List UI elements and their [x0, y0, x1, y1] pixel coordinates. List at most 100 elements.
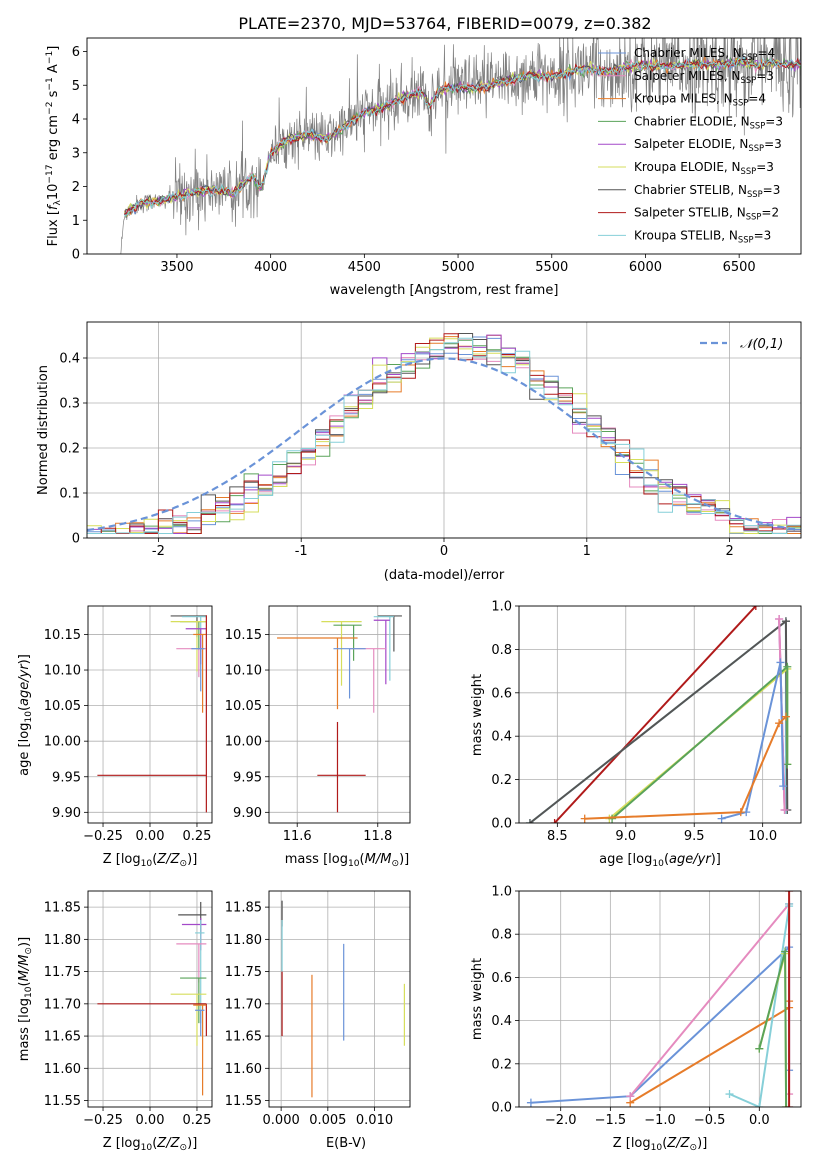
x-tick-label: 0.25 — [182, 1113, 211, 1128]
y-tick-label: 11.60 — [44, 1062, 81, 1077]
y-tick-label: 10.15 — [44, 628, 81, 643]
y-axis-label: Normed distribution — [36, 365, 51, 495]
y-tick-label: 0.4 — [491, 730, 512, 745]
x-axis-label: Z [log10(Z/Z⊙)] — [103, 852, 198, 869]
chart-mass-vs-ebv: 0.000 0.005 0.010 11.55 11.60 11.65 11.70 11.75… — [225, 890, 411, 1151]
y-tick-label: 0.2 — [491, 773, 512, 788]
axes-frame — [86, 321, 802, 539]
y-tick-label: 0 — [72, 248, 80, 263]
y-tick-label: 11.70 — [44, 997, 81, 1012]
series-marker — [608, 814, 617, 823]
errorbar-kroupa-stelib — [195, 920, 205, 1024]
series-line — [721, 662, 785, 820]
y-tick-label: 10.10 — [225, 664, 262, 679]
errorbar-salpeter-miles — [176, 648, 207, 678]
y-tick-label: 11.55 — [225, 1094, 262, 1109]
y-tick-label: 0 — [72, 532, 80, 547]
y-tick-label: 1 — [72, 214, 80, 229]
x-axis-label: wavelength [Angstrom, rest frame] — [330, 283, 559, 298]
axes-frame — [518, 605, 802, 824]
x-tick-label: 5000 — [442, 260, 475, 275]
plot-area — [88, 891, 212, 1107]
plot-area — [120, 38, 801, 254]
errorbar-salpeter-elodie — [373, 619, 390, 685]
series-marker — [526, 1098, 535, 1107]
x-tick-label: 0.005 — [309, 1113, 346, 1128]
chart-age-vs-mass: 11.6 11.8 9.90 9.95 10.00 10.05 10.10 10.15 mass… — [225, 605, 411, 869]
legend-entry: Kroupa ELODIE, NSSP=3 — [634, 160, 774, 176]
legend-entry: Salpeter ELODIE, NSSP=3 — [634, 137, 782, 153]
series-marker — [725, 1090, 734, 1099]
errorbar-salpeter-stelib — [97, 615, 207, 813]
series-marker — [736, 808, 745, 817]
series-salpeter-stelib — [785, 891, 794, 1107]
series-marker — [783, 760, 792, 769]
y-tick-label: 4 — [72, 113, 80, 128]
errorbar-salpeter-elodie — [181, 918, 207, 951]
y-tick-label: 11.75 — [44, 965, 81, 980]
errorbar-kroupa-elodie — [321, 621, 362, 686]
y-tick-label: 10.00 — [225, 735, 262, 750]
y-tick-label: 11.80 — [225, 933, 262, 948]
spectrum-data-line — [120, 38, 801, 254]
y-axis-label: mass [log10(M/M⊙)] — [17, 937, 34, 1061]
legend-entry: Chabrier STELIB, NSSP=3 — [634, 183, 780, 199]
chart-mass-weight-vs-age: 8.5 9.0 9.5 10.0 0.0 0.2 0.4 0.6 0.8 1.0 age [log1… — [470, 600, 802, 869]
y-tick-label: 0.3 — [59, 397, 80, 412]
errorbar-kroupa-miles — [277, 637, 358, 710]
y-axis-label: mass weight — [470, 958, 485, 1040]
y-tick-label: 0.4 — [491, 1014, 512, 1029]
legend: Chabrier MILES, NSSP=4 Salpeter MILES, NS… — [598, 46, 783, 244]
legend-entry: Chabrier MILES, NSSP=4 — [634, 46, 775, 62]
y-tick-label: 0.4 — [59, 352, 80, 367]
x-tick-label: 9.5 — [684, 829, 705, 844]
x-tick-label: 10.0 — [748, 829, 777, 844]
errorbar-salpeter-stelib — [317, 721, 366, 813]
legend: 𝒩(0,1) — [700, 337, 783, 352]
y-tick-label: 11.85 — [44, 901, 81, 916]
series-chabrier-elodie — [608, 662, 792, 823]
x-tick-label: 3500 — [160, 260, 193, 275]
series-marker — [525, 819, 534, 823]
figure-title: PLATE=2370, MJD=53764, FIBERID=0079, z=0… — [238, 14, 651, 33]
series-line — [584, 715, 787, 820]
y-tick-label: 5 — [72, 79, 80, 94]
series-marker — [782, 1103, 791, 1107]
y-tick-label: 11.55 — [44, 1094, 81, 1109]
axes-frame — [518, 890, 802, 1108]
y-tick-label: 11.65 — [225, 1030, 262, 1045]
legend-entry: 𝒩(0,1) — [740, 337, 783, 352]
errorbar-salpeter-miles — [176, 943, 207, 983]
normal-curve — [87, 357, 799, 532]
x-axis-label: Z [log10(Z/Z⊙)] — [613, 1136, 708, 1153]
x-tick-label: 0.0 — [749, 1113, 770, 1128]
axes-frame — [87, 890, 213, 1108]
plot-area — [88, 606, 212, 823]
legend-entry: Salpeter STELIB, NSSP=2 — [634, 206, 779, 222]
y-tick-label: 0.2 — [59, 442, 80, 457]
chart-residuals: -2 -1 0 1 2 0 0.1 0.2 0.3 0.4 𝒩(0,1) (data-model)/e… — [36, 321, 802, 583]
histogram-kroupa-stelib — [87, 337, 801, 534]
axes-frame — [86, 37, 802, 255]
series-chabrier-miles — [717, 658, 788, 823]
chart-spectrum: 3500 4000 4500 5000 5500 6000 6500 0 1 2 3 4 5 6 Chabr… — [45, 37, 802, 298]
x-tick-label: 0.00 — [136, 829, 165, 844]
y-axis-label: age [log10(age/yr)] — [17, 654, 34, 776]
y-tick-label: 0.8 — [491, 643, 512, 658]
x-tick-label: −2.0 — [545, 1113, 577, 1128]
series-line — [553, 606, 757, 823]
model-line-kroupa-elodie — [124, 57, 801, 214]
errorbar-kroupa-elodie — [170, 993, 207, 1046]
y-tick-label: 10.05 — [225, 699, 262, 714]
y-tick-label: 11.85 — [225, 901, 262, 916]
y-tick-label: 11.70 — [225, 997, 262, 1012]
legend-entry: Chabrier ELODIE, NSSP=3 — [634, 114, 783, 130]
chart-mass-weight-vs-Z: −2.0 −1.5 −1.0 −0.5 0.0 0.0 0.2 0.4 0.6 0.8 1.0 Z [… — [470, 885, 802, 1153]
x-tick-label: -2 — [152, 544, 165, 559]
series-marker — [776, 658, 785, 667]
errorbar-salpeter-stelib — [97, 1003, 207, 1037]
x-tick-label: 0.00 — [136, 1113, 165, 1128]
axes-frame — [268, 890, 411, 1108]
x-tick-label: 0.010 — [356, 1113, 393, 1128]
